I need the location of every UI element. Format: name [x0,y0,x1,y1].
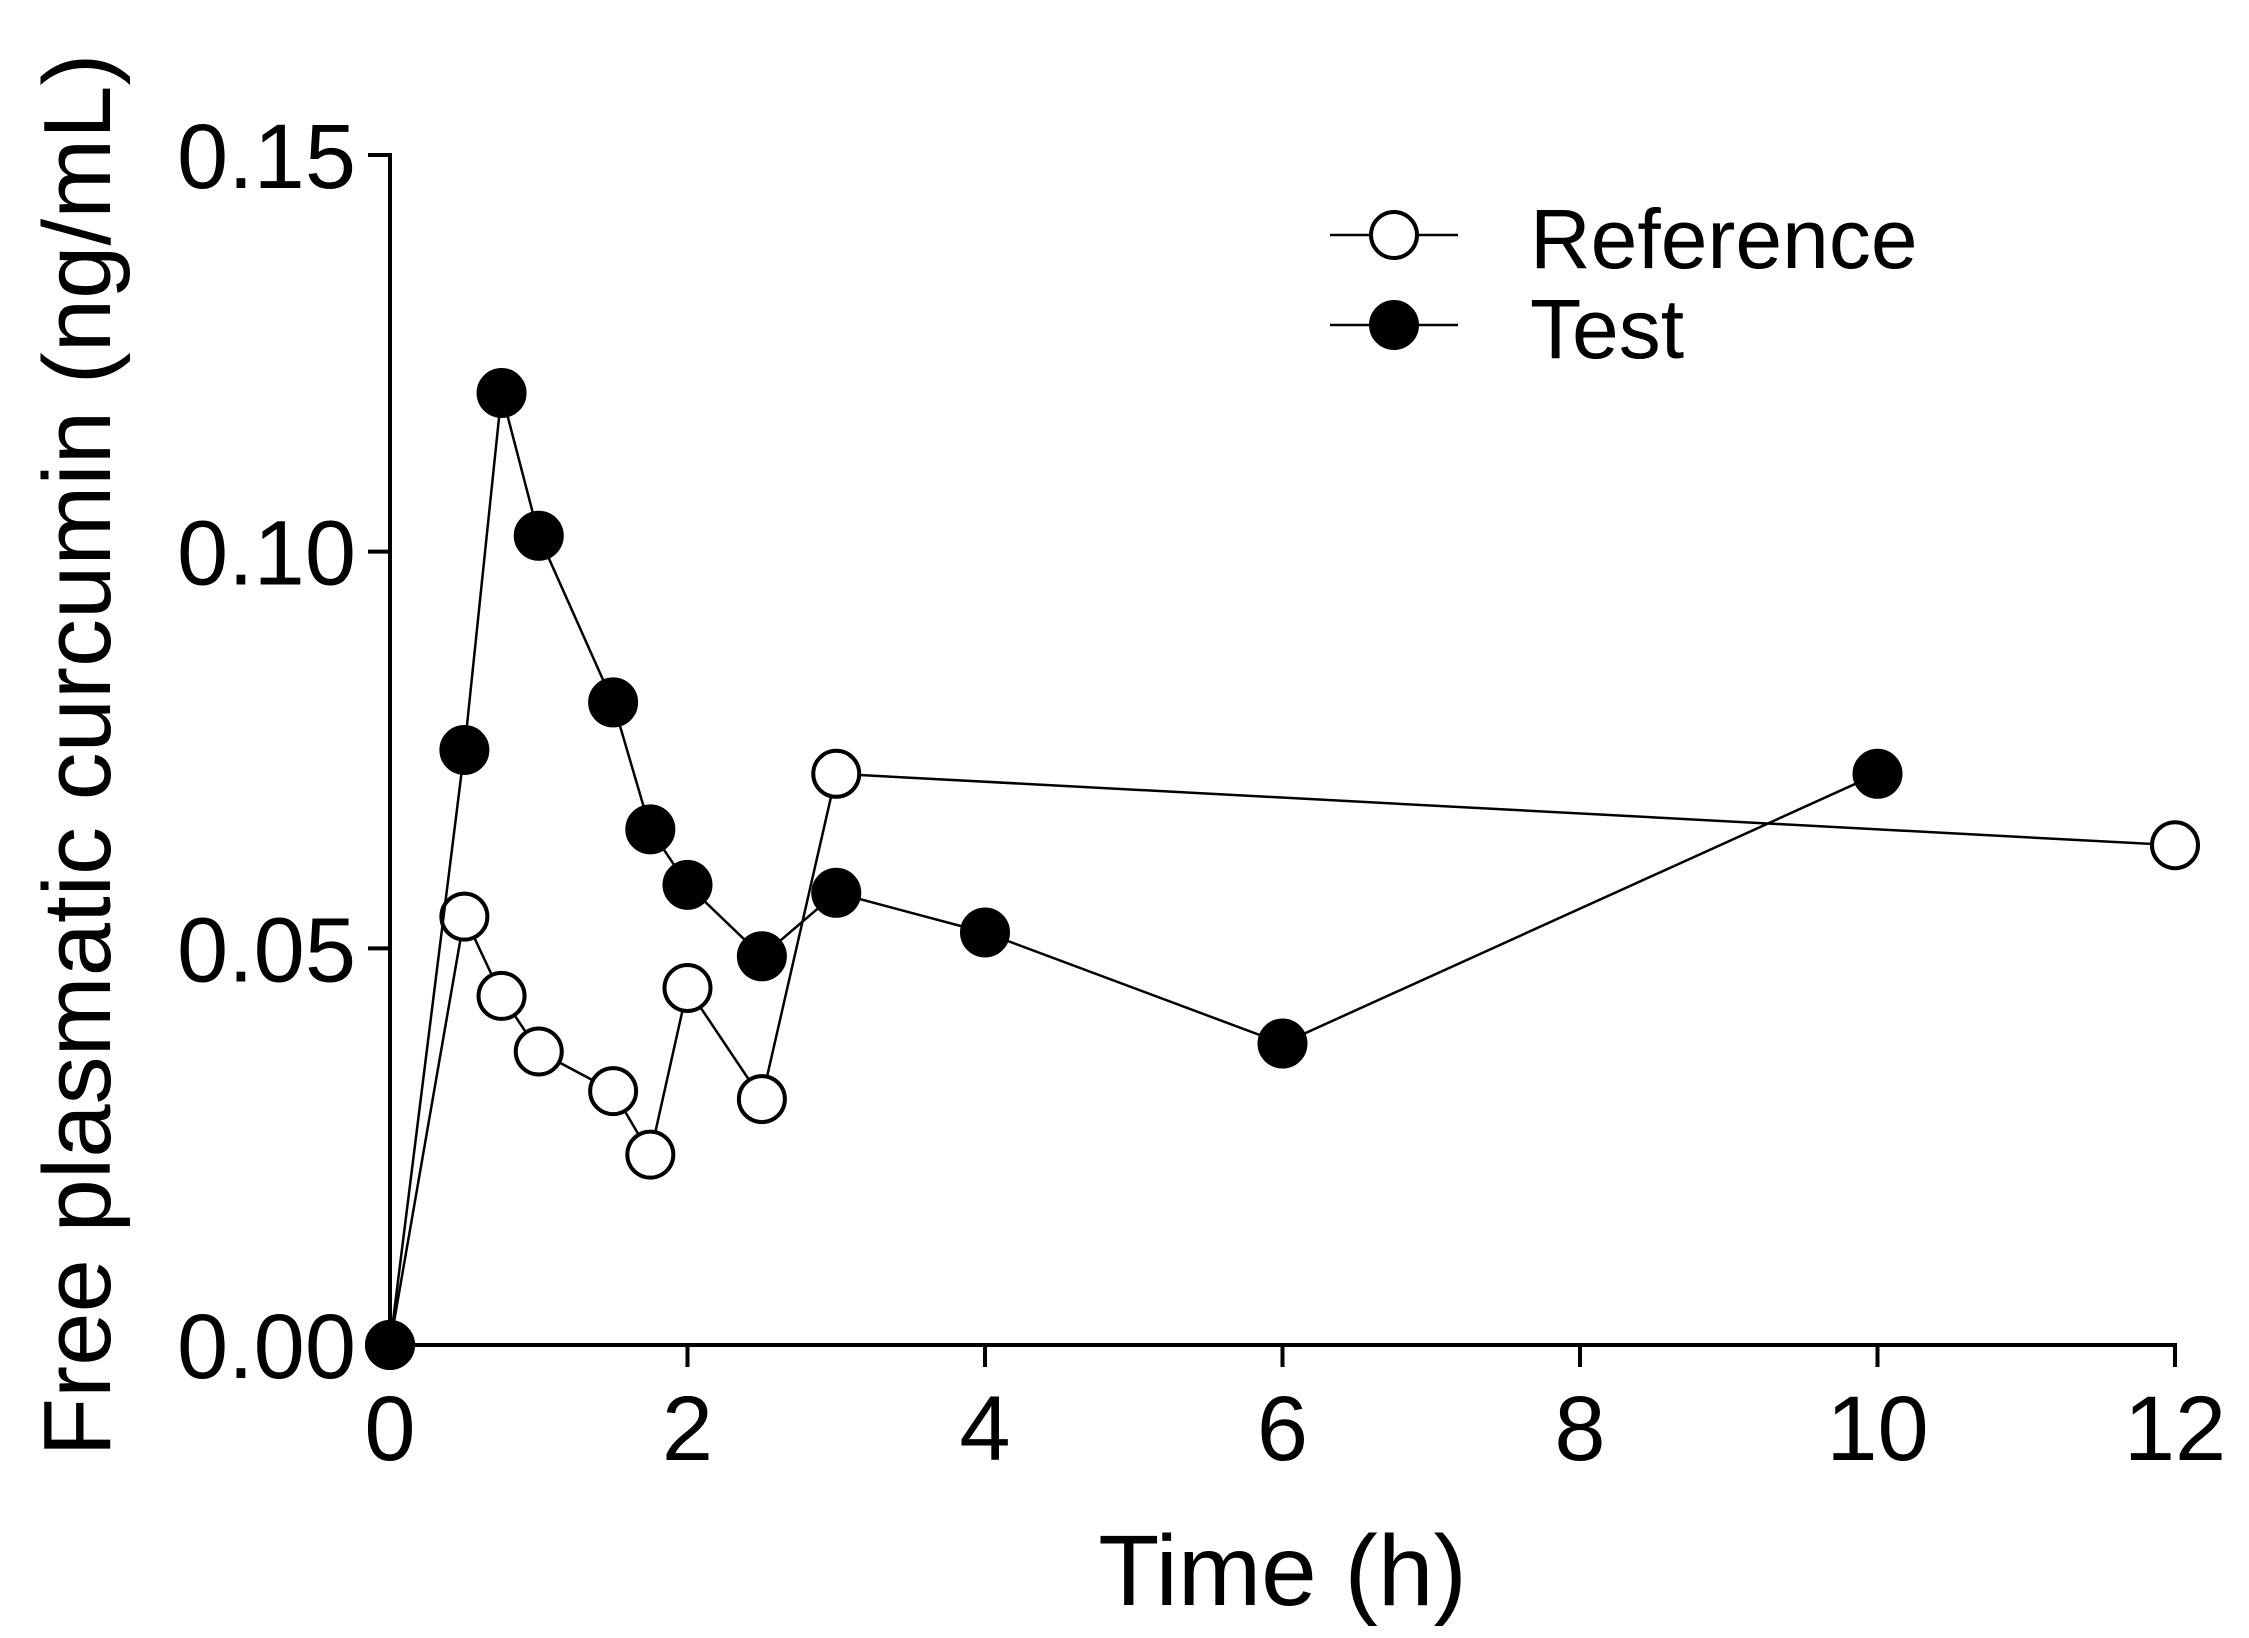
data-point-test [365,1320,415,1370]
data-point-reference [736,1074,787,1125]
legend-marker-test [1369,300,1419,350]
data-point-test [439,725,490,775]
data-point-test [960,907,1010,958]
x-tick-label: 8 [1554,1378,1605,1480]
axes: 0.00 0.05 0.10 0.15 0 2 4 6 8 10 12 Time (h) Free pl… [24,53,2226,1627]
data-point-test [1852,748,1903,799]
data-point-reference [625,1129,676,1180]
x-tick-label: 4 [959,1378,1010,1480]
y-tick-label: 0.00 [177,1296,356,1398]
data-point-test [662,859,713,910]
series-reference [365,748,2200,1370]
x-tick-label: 6 [1257,1378,1308,1480]
data-point-reference [476,970,527,1021]
data-point-test [811,867,862,918]
data-point-test [588,677,639,728]
x-tick-label: 10 [1826,1378,1928,1480]
series-line-test [388,392,1879,1346]
data-point-test [513,510,564,561]
x-tick-label: 2 [662,1378,713,1480]
x-axis-title: Time (h) [1098,1515,1467,1627]
legend-item-test: Test [1330,282,1684,376]
legend-item-reference: Reference [1330,192,1918,286]
y-tick-label: 0.10 [177,503,356,605]
series-line-reference [388,772,2176,1346]
legend-label-test: Test [1530,282,1684,376]
y-axis-title: Free plasmatic curcumin (ng/mL) [24,53,131,1456]
data-point-reference [513,1026,564,1077]
legend-label-reference: Reference [1530,192,1918,286]
data-point-reference [439,891,490,942]
data-point-test [1257,1018,1308,1069]
y-tick-label: 0.05 [177,899,356,1001]
series-test [365,368,1903,1370]
data-point-reference [2150,820,2200,871]
data-point-reference [662,963,713,1013]
data-point-reference [588,1066,639,1117]
x-tick-label: 0 [364,1378,415,1480]
series-layer [365,368,2200,1370]
legend-marker-reference [1369,210,1419,260]
y-tick-label: 0.15 [177,106,356,208]
data-point-reference [811,748,862,799]
data-point-test [476,368,527,418]
data-point-test [736,931,787,982]
x-tick-label: 12 [2124,1378,2226,1480]
data-point-test [625,804,676,855]
